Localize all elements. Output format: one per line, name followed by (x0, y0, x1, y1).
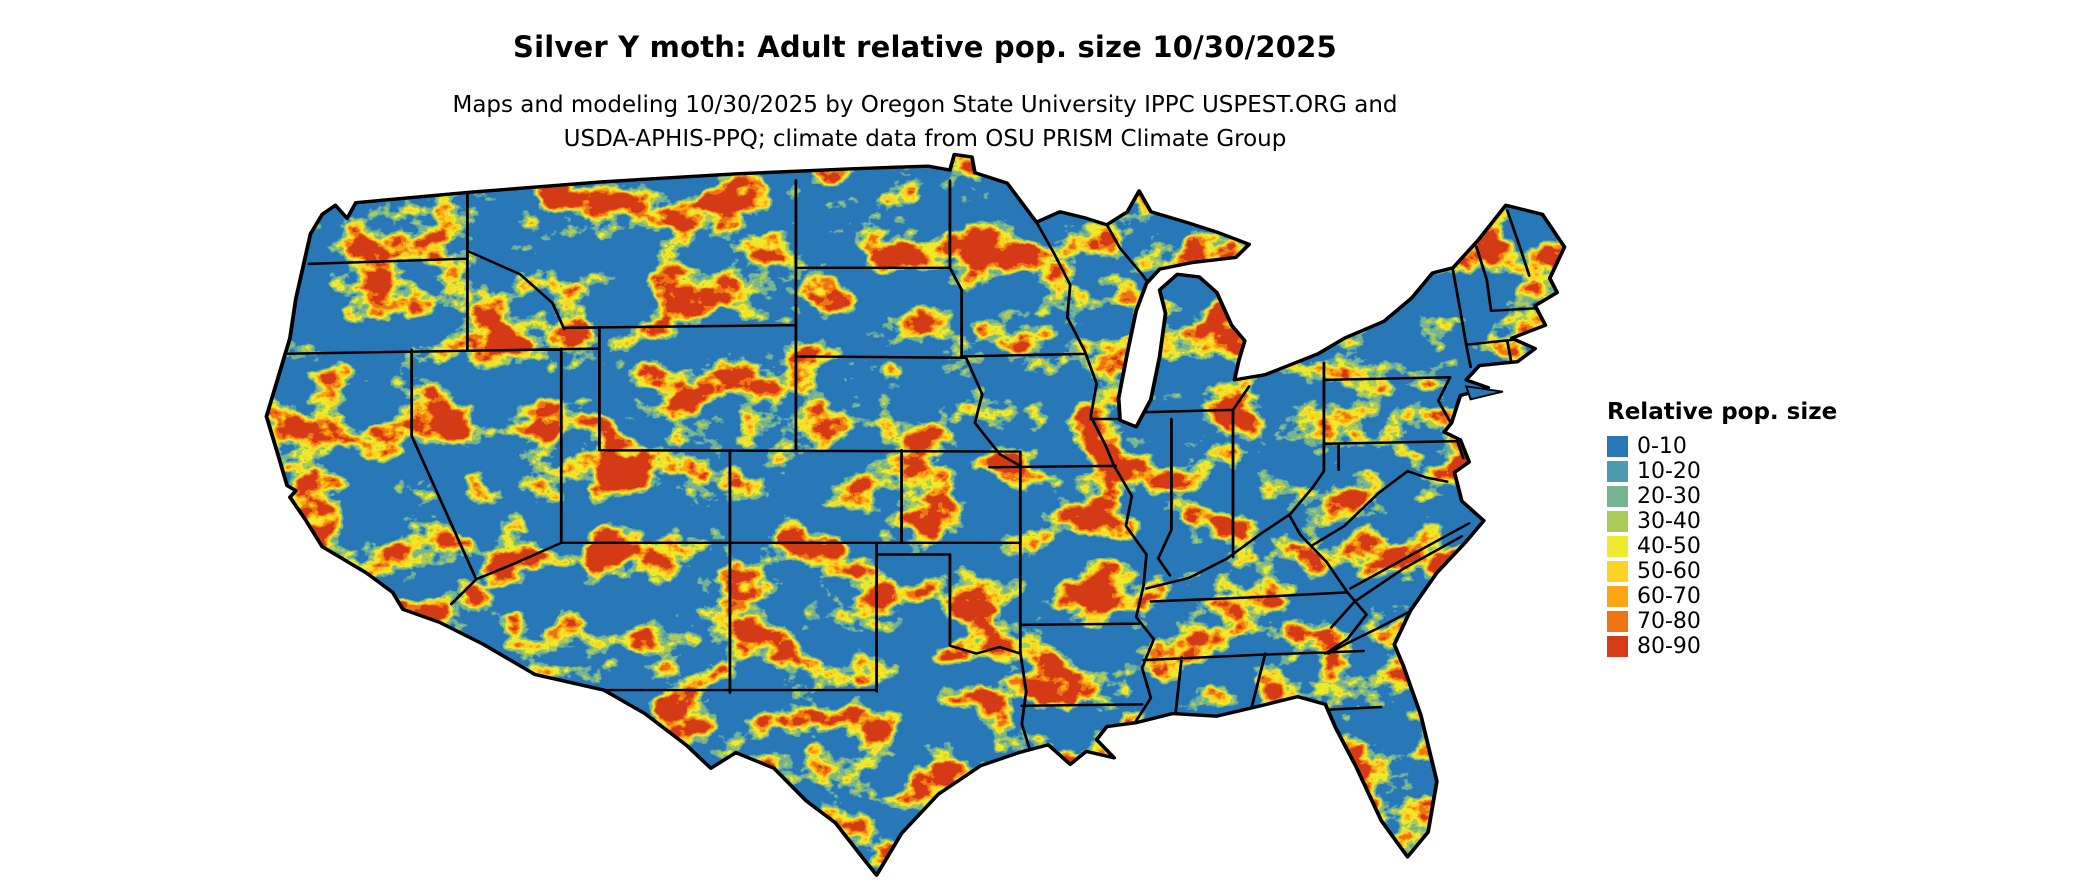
legend-row: 20-30 (1607, 484, 1837, 509)
legend-row: 10-20 (1607, 459, 1837, 484)
legend-label: 40-50 (1637, 534, 1701, 559)
legend-row: 40-50 (1607, 534, 1837, 559)
legend-label: 50-60 (1637, 559, 1701, 584)
legend-swatch (1607, 586, 1628, 607)
legend-swatch (1607, 461, 1628, 482)
us-map-svg (264, 152, 1567, 878)
legend-swatch (1607, 436, 1628, 457)
legend-swatch (1607, 536, 1628, 557)
legend-title: Relative pop. size (1607, 399, 1838, 425)
legend-row: 80-90 (1607, 634, 1837, 659)
legend-label: 60-70 (1637, 584, 1701, 609)
legend-swatch (1607, 511, 1628, 532)
subtitle-line-2: USDA-APHIS-PPQ; climate data from OSU PR… (563, 126, 1287, 152)
legend-row: 60-70 (1607, 584, 1837, 609)
state-borders (278, 179, 1538, 758)
legend-label: 80-90 (1637, 634, 1701, 659)
long-island (1464, 385, 1504, 401)
legend-label: 20-30 (1637, 484, 1701, 509)
legend: Relative pop. size 0-10 10-20 20-30 30-4… (1607, 399, 1837, 659)
legend-swatch (1607, 561, 1628, 582)
legend-row: 70-80 (1607, 609, 1837, 634)
legend-swatch (1607, 636, 1628, 657)
figure-title: Silver Y moth: Adult relative pop. size … (513, 30, 1337, 64)
legend-label: 70-80 (1637, 609, 1701, 634)
figure-subtitle: Maps and modeling 10/30/2025 by Oregon S… (0, 88, 1850, 156)
legend-label: 10-20 (1637, 459, 1701, 484)
legend-row: 50-60 (1607, 559, 1837, 584)
legend-label: 30-40 (1637, 509, 1701, 534)
map-container (221, 144, 1651, 892)
legend-swatch (1607, 486, 1628, 507)
legend-swatch (1607, 611, 1628, 632)
legend-row: 0-10 (1607, 434, 1837, 459)
subtitle-line-1: Maps and modeling 10/30/2025 by Oregon S… (452, 92, 1398, 118)
legend-row: 30-40 (1607, 509, 1837, 534)
legend-label: 0-10 (1637, 434, 1687, 459)
